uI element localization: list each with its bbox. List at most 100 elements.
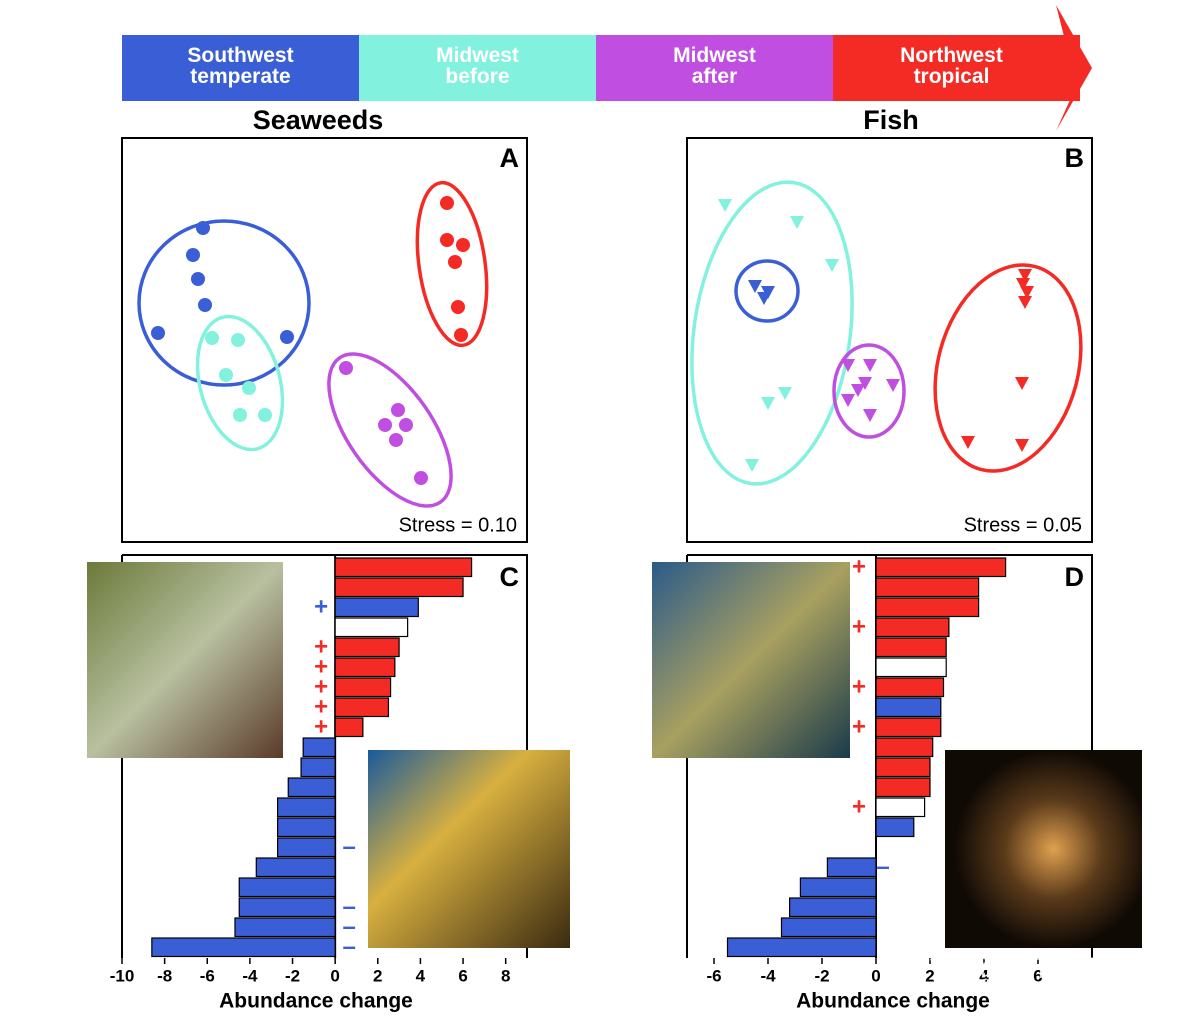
bar [334, 577, 464, 598]
point [745, 459, 759, 472]
bar [334, 637, 400, 658]
sign: – [876, 853, 889, 880]
photo-kelp [368, 750, 570, 948]
banner-segment [833, 35, 1080, 101]
banner: Southwest temperate Midwest before Midwest af… [122, 35, 1080, 101]
bar [875, 717, 942, 738]
sign: + [314, 653, 328, 680]
bar [234, 917, 336, 938]
bar [334, 557, 473, 578]
x-tick-label: -2 [814, 966, 829, 985]
bar [277, 797, 336, 818]
bar [277, 817, 336, 838]
x-tick-label: -4 [242, 966, 258, 985]
point [863, 409, 877, 422]
banner-label: Midwest after [673, 44, 756, 88]
x-tick-label: 0 [871, 966, 880, 985]
x-tick-label: 6 [1033, 966, 1042, 985]
bar [334, 697, 390, 718]
point [258, 408, 272, 422]
sign: – [342, 913, 355, 940]
bar [875, 597, 980, 618]
point [378, 418, 392, 432]
banner-label: Northwest tropical [900, 44, 1003, 88]
bar [238, 897, 336, 918]
point [1020, 286, 1034, 299]
bar [799, 877, 877, 898]
ellipse [137, 219, 311, 387]
ellipse [195, 314, 285, 452]
point [778, 387, 792, 400]
point [233, 408, 247, 422]
stress: Stress = 0.10 [399, 514, 517, 536]
point [748, 280, 762, 293]
x-tick-label: -2 [285, 966, 300, 985]
ellipse [734, 259, 800, 323]
sign: + [314, 633, 328, 660]
sign: + [852, 793, 866, 820]
point [757, 292, 771, 305]
sign: + [314, 673, 328, 700]
bar [875, 677, 945, 698]
point [280, 330, 294, 344]
point [761, 397, 775, 410]
point [841, 359, 855, 372]
x-axis-label: Abundance change [219, 990, 413, 1013]
photo-parrotfish [652, 562, 850, 758]
x-tick-label: -6 [706, 966, 721, 985]
bar [255, 857, 336, 878]
bar [875, 737, 934, 758]
x-tick-label: -4 [760, 966, 776, 985]
charts: Seaweeds A Stress = 0.10 Fish B Stress = 0.05… [110, 105, 1084, 1012]
banner-label: Midwest before [436, 44, 519, 88]
panel-title: Fish [863, 105, 919, 135]
point [961, 436, 975, 449]
banner-segment [122, 35, 359, 101]
bar [334, 717, 364, 738]
stress: Stress = 0.05 [964, 514, 1082, 536]
point [242, 381, 256, 395]
panel-frame [686, 137, 1093, 543]
bar [277, 837, 336, 858]
sign: + [852, 613, 866, 640]
bar [875, 637, 947, 658]
bar [875, 697, 942, 718]
bar [826, 857, 877, 878]
x-tick-label: -8 [157, 966, 172, 985]
panel-letter: C [500, 562, 520, 592]
point [414, 471, 428, 485]
group-ellipses [137, 180, 1083, 508]
sign: – [342, 893, 355, 920]
point [440, 196, 454, 210]
point [440, 233, 454, 247]
photo-fish [945, 750, 1142, 948]
x-tick-label: -10 [110, 966, 135, 985]
point [219, 368, 233, 382]
bar [300, 757, 336, 778]
point [858, 377, 872, 390]
x-tick-label: 0 [330, 966, 339, 985]
sign: + [852, 673, 866, 700]
bar [875, 657, 947, 678]
ellipse [415, 180, 489, 348]
point [231, 333, 245, 347]
point [1018, 296, 1032, 309]
bar [875, 757, 931, 778]
point [456, 238, 470, 252]
sign: + [314, 713, 328, 740]
x-tick-label: 8 [501, 966, 510, 985]
panel-letter: A [500, 143, 520, 173]
point [191, 272, 205, 286]
bar [875, 797, 926, 818]
bar [334, 657, 396, 678]
bar [875, 617, 950, 638]
banner-segment [359, 35, 596, 101]
panel-letter: D [1065, 562, 1085, 592]
point [718, 199, 732, 212]
sign: + [314, 693, 328, 720]
bar [875, 817, 915, 838]
x-tick-label: -6 [200, 966, 215, 985]
point [454, 328, 468, 342]
point [790, 216, 804, 229]
